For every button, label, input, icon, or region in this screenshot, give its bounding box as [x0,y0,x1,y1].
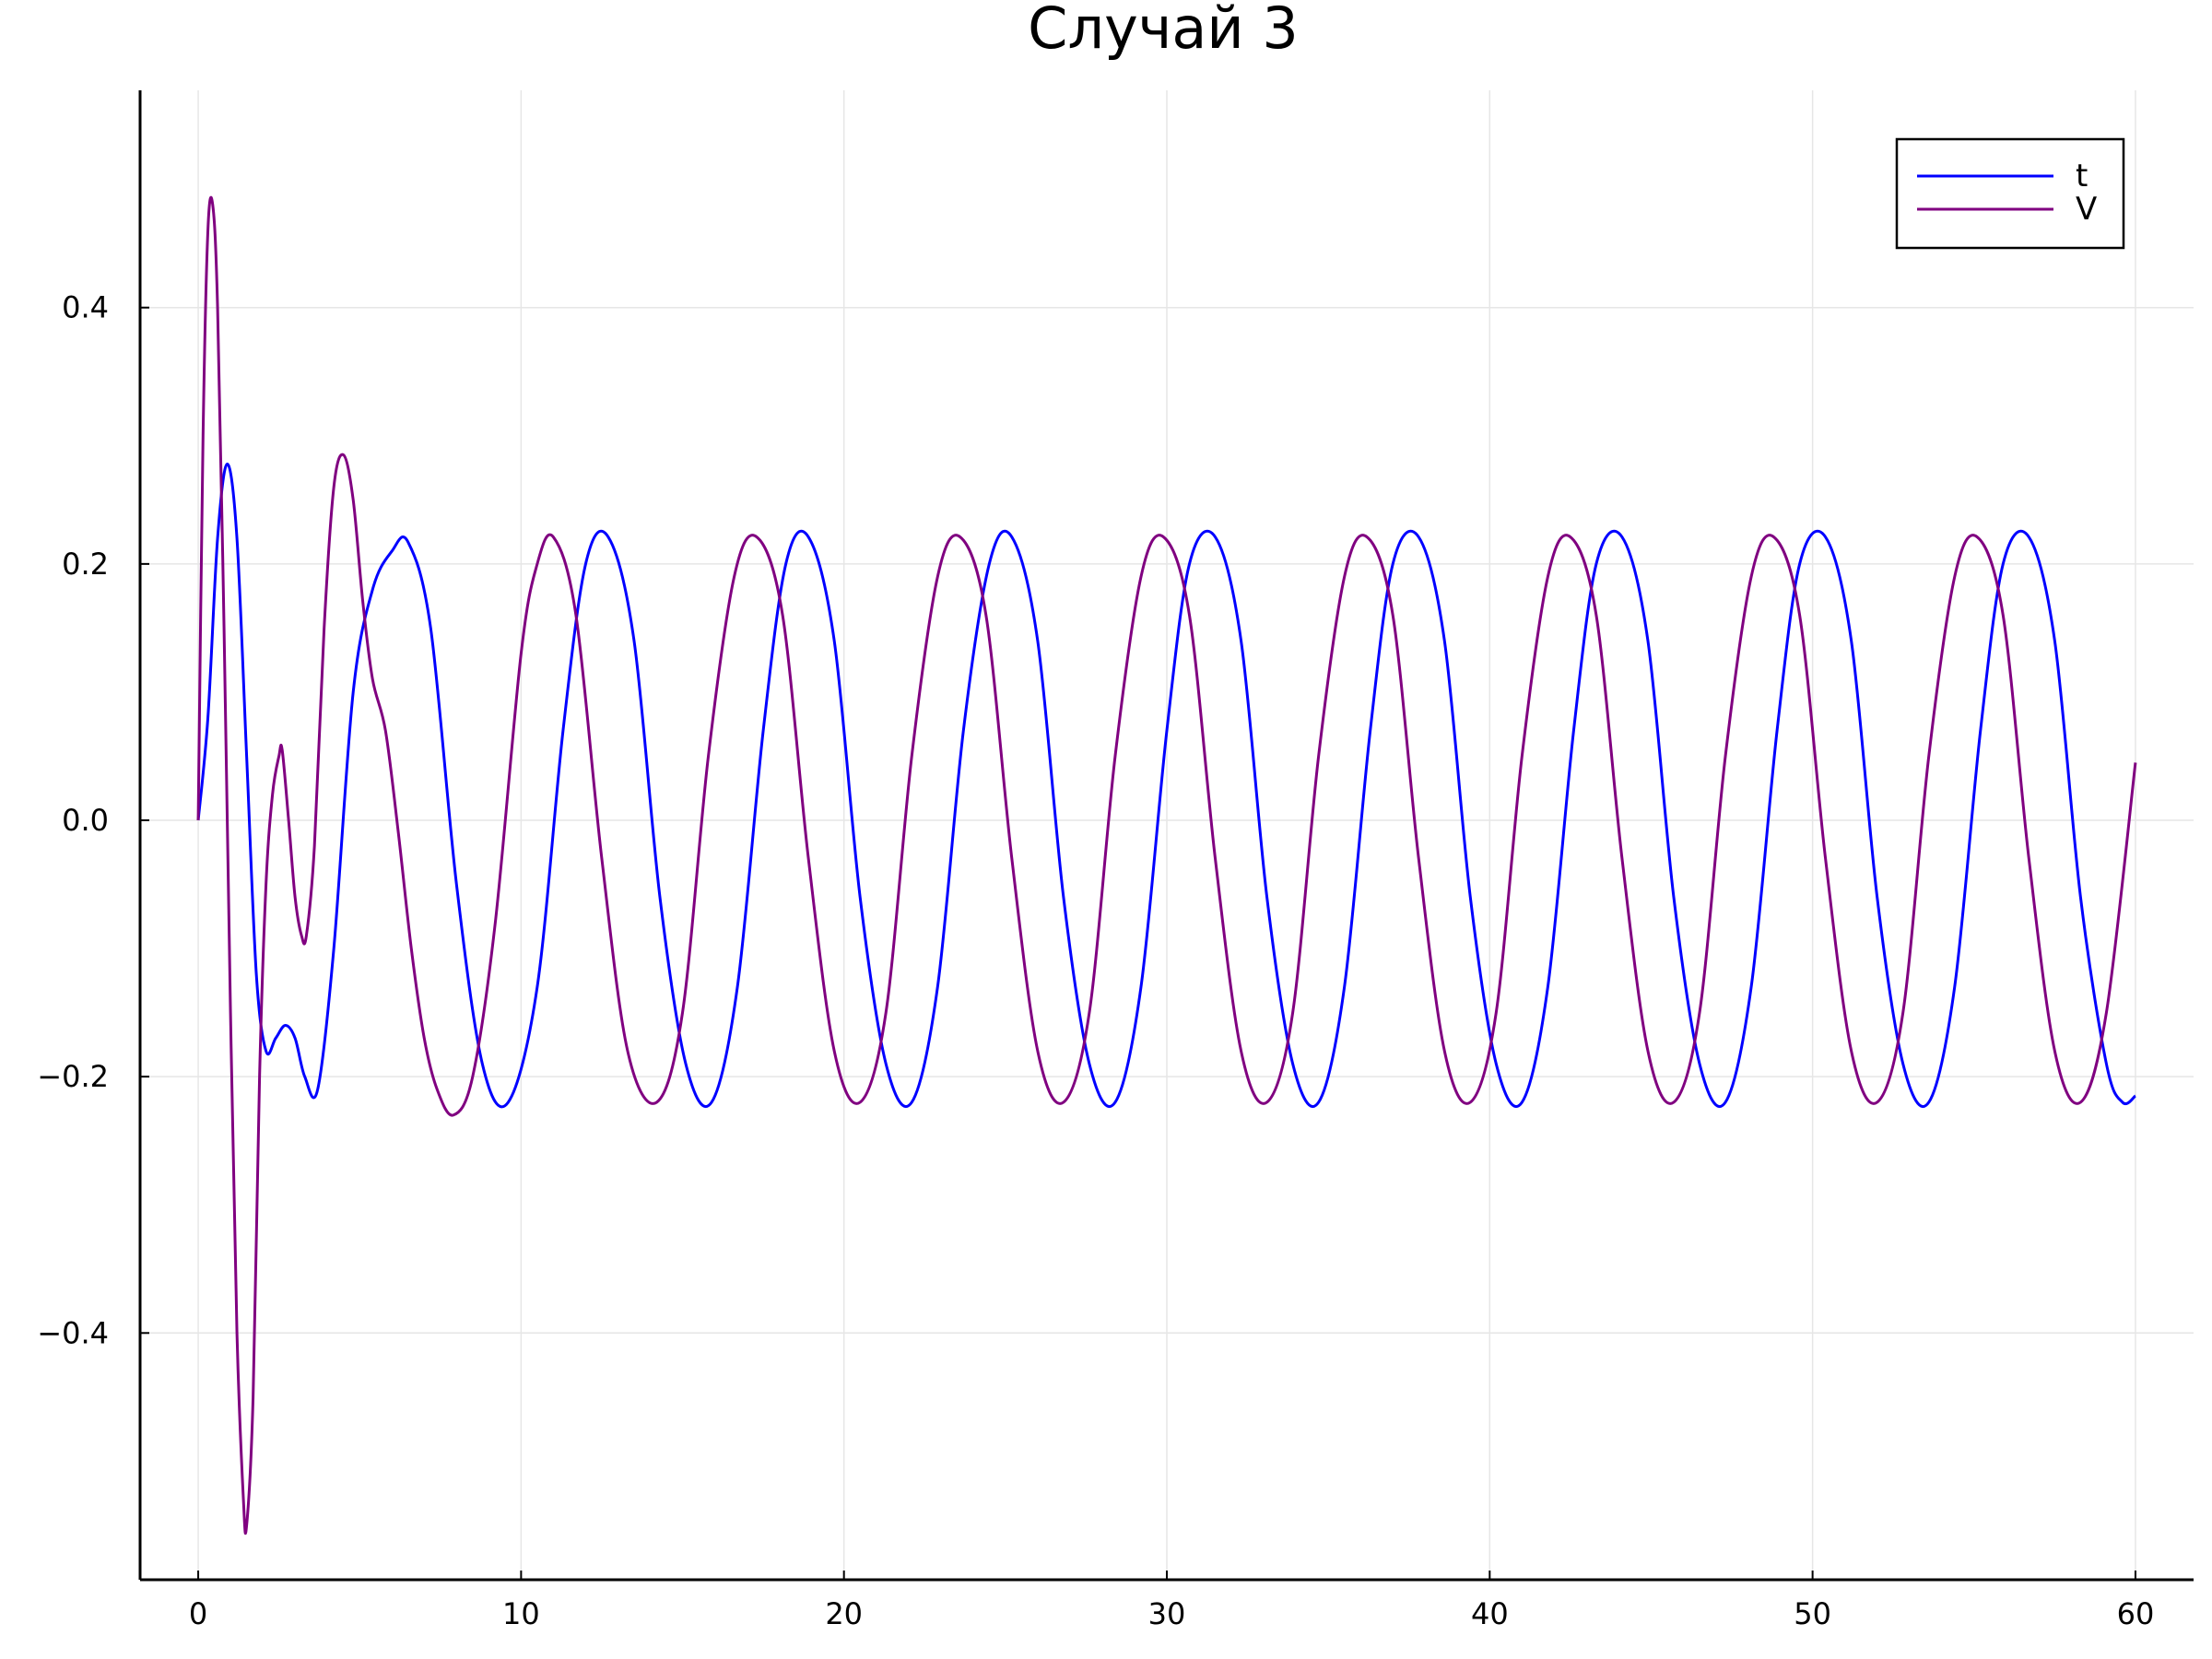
x-tick-label: 40 [1471,1596,1509,1631]
legend-label-t: t [2076,158,2088,194]
grid [140,90,2194,1580]
series-layer [196,195,2137,1535]
x-tick-label: 30 [1148,1596,1186,1631]
tick-labels: 0 10 20 30 40 50 60 −0.4 −0.2 0.0 0.2 0.4 [37,290,2154,1631]
y-tick-label: 0.0 [62,803,109,838]
chart-title: Случай 3 [1028,0,1299,62]
x-tick-label: 10 [502,1596,540,1631]
x-tick-label: 0 [189,1596,207,1631]
y-tick-label: 0.4 [62,290,109,325]
legend: tV [1895,137,2125,250]
series-line-t [196,462,2136,1109]
y-tick-label: −0.2 [37,1059,109,1094]
y-tick-label: 0.2 [62,547,109,582]
x-tick-label: 20 [825,1596,863,1631]
legend-label-V: V [2076,191,2097,228]
legend-box [1895,137,2125,250]
series-line-V [196,195,2137,1535]
x-tick-label: 60 [2117,1596,2155,1631]
x-tick-label: 50 [1794,1596,1831,1631]
y-tick-label: −0.4 [37,1315,109,1350]
